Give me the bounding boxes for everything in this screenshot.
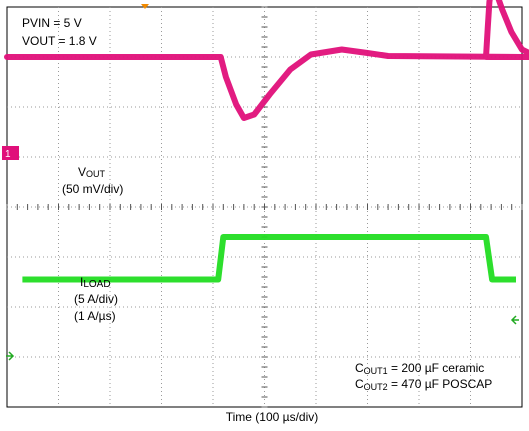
iload-trace bbox=[22, 234, 516, 283]
iload-scale: (5 A/div) bbox=[74, 292, 118, 306]
vout-trace bbox=[4, 0, 529, 121]
cout2-annotation: COUT2 = 470 µF POSCAP bbox=[355, 377, 492, 392]
ch2-marker-left bbox=[6, 351, 15, 361]
cout1-annotation: COUT1 = 200 µF ceramic bbox=[355, 361, 484, 376]
iload-label: ILOAD (5 A/div) (1 A/µs) bbox=[74, 275, 118, 323]
trigger-marker bbox=[141, 4, 149, 9]
ch2-marker-right bbox=[510, 315, 519, 325]
cout-annotations: COUT1 = 200 µF ceramic COUT2 = 470 µF PO… bbox=[355, 361, 492, 392]
ch1-marker: 1 bbox=[2, 146, 19, 160]
grid bbox=[6, 6, 523, 408]
traces bbox=[4, 0, 529, 283]
condition-pvin: PVIN = 5 V bbox=[22, 16, 82, 30]
svg-text:1: 1 bbox=[5, 149, 11, 160]
svg-text:VOUT: VOUT bbox=[78, 165, 106, 179]
iload-slew: (1 A/µs) bbox=[74, 309, 116, 323]
x-axis-label: Time (100 µs/div) bbox=[226, 410, 319, 424]
vout-label: VOUT (50 mV/div) bbox=[62, 165, 123, 196]
svg-text:ILOAD: ILOAD bbox=[80, 275, 111, 290]
condition-vout: VOUT = 1.8 V bbox=[22, 34, 97, 48]
vout-scale: (50 mV/div) bbox=[62, 182, 123, 196]
